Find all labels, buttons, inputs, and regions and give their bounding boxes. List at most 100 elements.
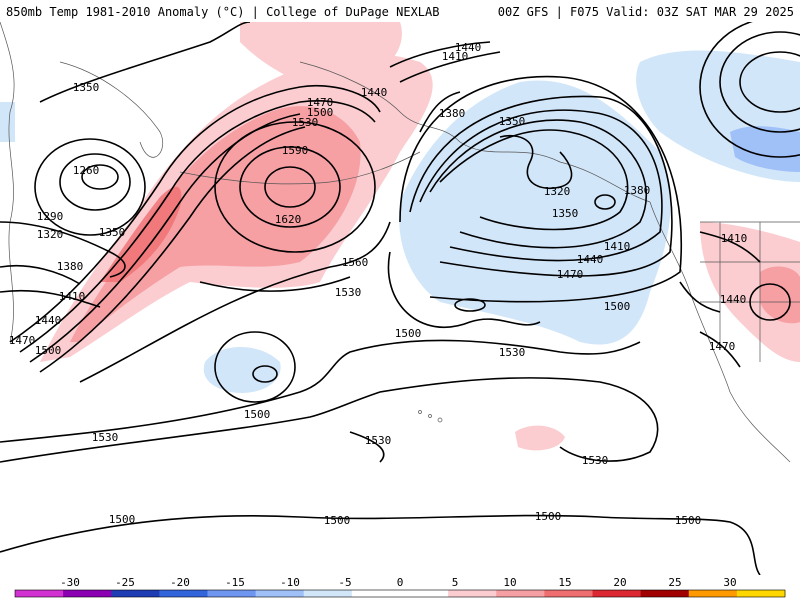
- contour-line: [699, 331, 741, 368]
- contour-line: [239, 146, 341, 228]
- legend-tick-label: -25: [115, 576, 135, 589]
- contour-line: [399, 51, 501, 83]
- legend-color-swatch: [688, 590, 738, 597]
- contour-label: 1500: [109, 513, 136, 526]
- contour-label: 1500: [395, 327, 422, 340]
- legend-color-swatch: [592, 590, 642, 597]
- contour-line: [419, 109, 663, 262]
- contour-label: 1620: [275, 213, 302, 226]
- legend-color-swatch: [400, 590, 449, 597]
- legend-color-swatch: [111, 590, 160, 597]
- legend-tick-label: 30: [723, 576, 736, 589]
- alaska-coastline: [299, 61, 651, 203]
- legend-color-swatch: [207, 590, 257, 597]
- contour-line: [9, 84, 381, 343]
- legend-tick-label: -30: [60, 576, 80, 589]
- contour-label: 1350: [499, 115, 526, 128]
- warm-anomaly-south: [515, 425, 565, 451]
- contour-line: [429, 119, 648, 249]
- contour-line: [387, 251, 541, 328]
- contour-label: 1380: [439, 107, 466, 120]
- contour-label: 1470: [9, 334, 36, 347]
- legend-tick-label: 15: [558, 576, 571, 589]
- contour-line: [0, 339, 641, 443]
- contour-label: 1530: [335, 286, 362, 299]
- contour-line: [0, 377, 659, 463]
- contour-label: 1410: [721, 232, 748, 245]
- contour-label: 1500: [535, 510, 562, 523]
- contour-label: 1350: [99, 226, 126, 239]
- warm-anomaly-ridge: [210, 146, 337, 251]
- legend-tick-label: 0: [397, 576, 404, 589]
- contour-label: 1320: [544, 185, 571, 198]
- contour-line: [409, 95, 673, 277]
- legend-color-swatch: [351, 590, 401, 597]
- hawaii-island: [418, 410, 422, 414]
- legend-color-swatch: [640, 590, 690, 597]
- contour-line: [252, 365, 278, 383]
- contour-line: [59, 153, 131, 211]
- contour-line: [214, 121, 376, 253]
- geopotential-height-contours: [0, 22, 800, 575]
- legend-tick-label: 20: [613, 576, 626, 589]
- contour-line: [39, 126, 306, 373]
- hawaii-island: [428, 414, 432, 418]
- contour-label: 1440: [720, 293, 747, 306]
- legend-color-swatch: [63, 590, 112, 597]
- contour-label: 1530: [292, 116, 319, 129]
- map-title: 850mb Temp 1981-2010 Anomaly (°C) | Coll…: [6, 5, 440, 19]
- contour-line: [81, 164, 119, 190]
- weather-map: 1350 1260 1290 1320 1350 1380 1410 1440 …: [0, 22, 800, 575]
- warm-anomaly-southwest-core: [760, 266, 800, 324]
- contour-label: 1290: [37, 210, 64, 223]
- contour-label-group: 1350 1260 1290 1320 1350 1380 1410 1440 …: [9, 41, 748, 527]
- warm-anomaly-north: [240, 22, 402, 92]
- hawaii-island: [437, 417, 443, 423]
- contour-line: [699, 22, 800, 158]
- contour-line: [39, 22, 251, 103]
- contour-label: 1410: [604, 240, 631, 253]
- contour-line: [79, 221, 391, 383]
- legend-tick-label: 5: [452, 576, 459, 589]
- contour-line: [19, 100, 376, 353]
- contour-line: [34, 138, 146, 236]
- contour-label: 1530: [92, 431, 119, 444]
- legend-tick-label: -20: [170, 576, 190, 589]
- contour-line: [349, 431, 385, 463]
- contour-line: [389, 41, 491, 68]
- warm-anomaly-southwest-us: [700, 222, 800, 362]
- contour-label: 1500: [307, 106, 334, 119]
- contour-label: 1470: [307, 96, 334, 109]
- cold-anomaly-northeast-core: [730, 126, 800, 172]
- contour-label: 1560: [342, 256, 369, 269]
- contour-line: [439, 129, 629, 231]
- legend-tick-label: -10: [280, 576, 300, 589]
- contour-label: 1440: [577, 253, 604, 266]
- contour-line: [0, 221, 126, 278]
- contour-label: 1440: [455, 41, 482, 54]
- legend-color-swatch: [255, 590, 305, 597]
- legend-color-swatch: [159, 590, 208, 597]
- contour-line: [199, 276, 351, 292]
- contour-line: [454, 298, 486, 312]
- model-run-info: 00Z GFS | F075 Valid: 03Z SAT MAR 29 202…: [497, 5, 794, 19]
- legend-color-swatch: [303, 590, 353, 597]
- contour-label: 1590: [282, 144, 309, 157]
- legend-tick-label: -5: [338, 576, 351, 589]
- contour-label: 1530: [365, 434, 392, 447]
- contour-line: [419, 91, 461, 133]
- contour-label: 1500: [675, 514, 702, 527]
- contour-label: 1500: [324, 514, 351, 527]
- legend-outline: [14, 589, 786, 598]
- contour-line: [699, 231, 761, 263]
- header: 850mb Temp 1981-2010 Anomaly (°C) | Coll…: [0, 0, 800, 22]
- contour-label: 1440: [361, 86, 388, 99]
- contour-label: 1410: [442, 50, 469, 63]
- legend-color-swatch: [15, 590, 64, 597]
- contour-label: 1350: [552, 207, 579, 220]
- us-state-lines: [700, 221, 800, 362]
- legend-color-swatch: [496, 590, 545, 597]
- contour-label: 1500: [244, 408, 271, 421]
- contour-label: 1440: [35, 314, 62, 327]
- legend-color-swatch: [448, 590, 497, 597]
